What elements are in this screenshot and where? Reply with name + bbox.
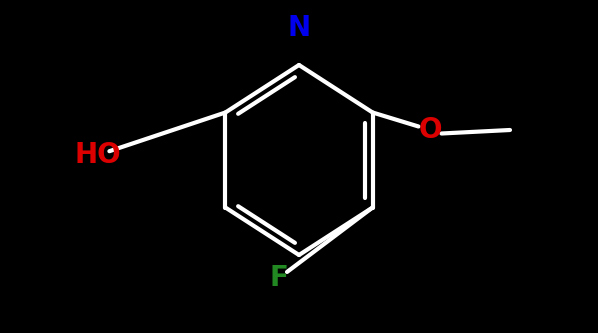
Text: HO: HO bbox=[75, 141, 121, 169]
Text: O: O bbox=[418, 116, 442, 144]
Text: F: F bbox=[270, 264, 288, 292]
Text: N: N bbox=[288, 14, 310, 42]
